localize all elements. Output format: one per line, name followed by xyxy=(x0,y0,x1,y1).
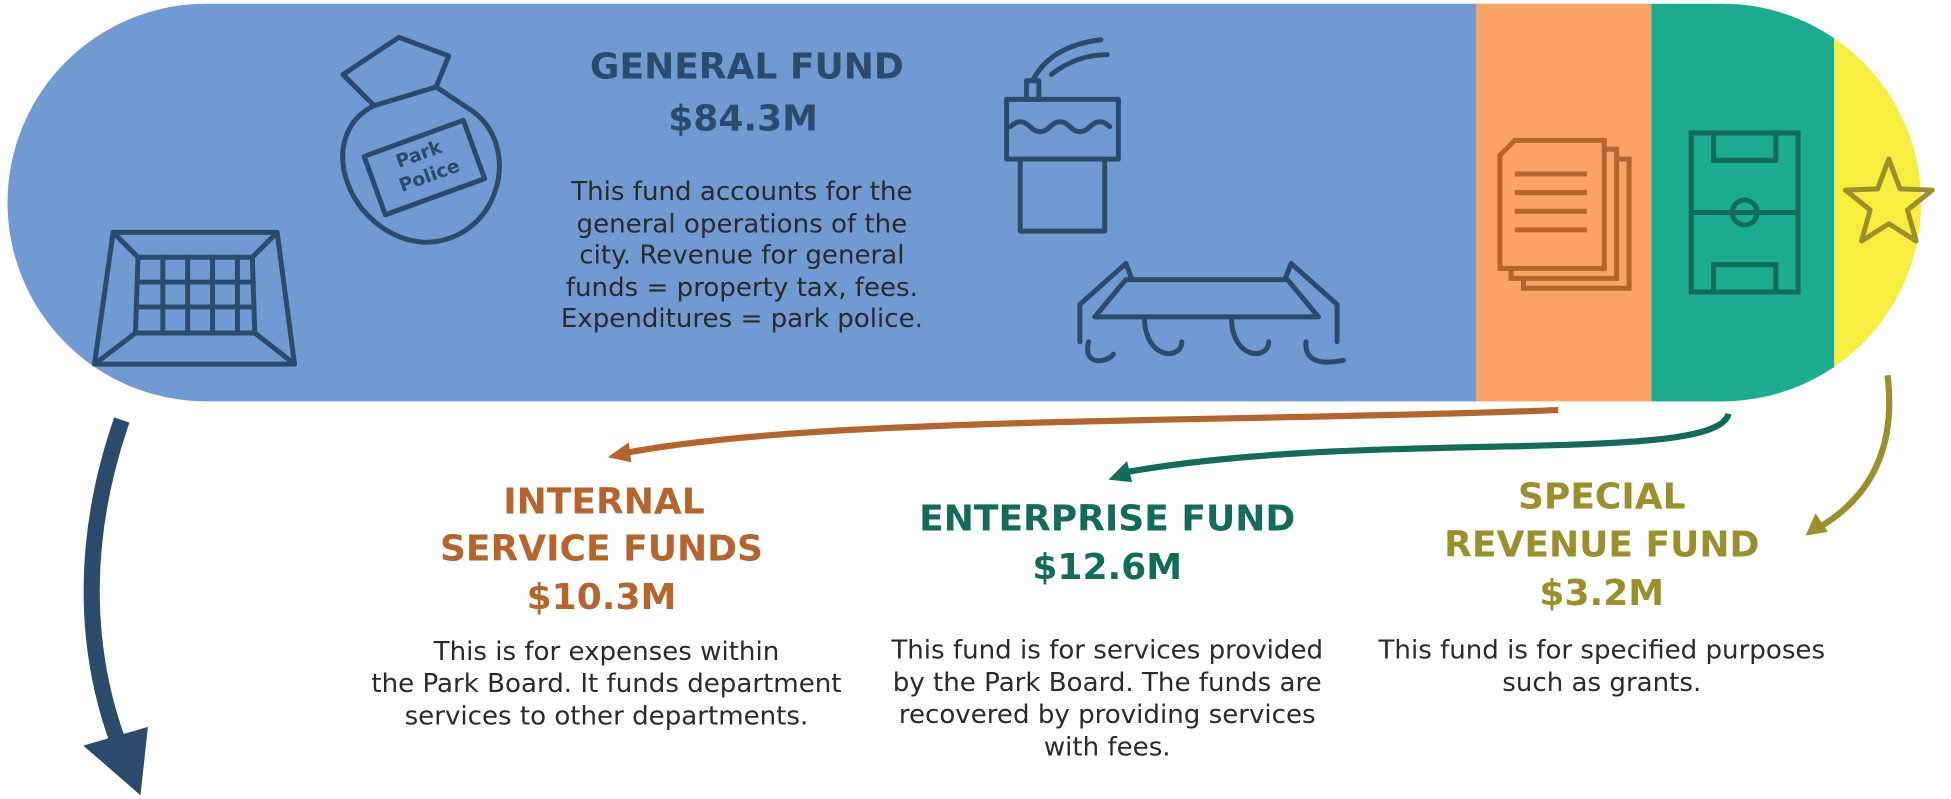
internal-arrowhead xyxy=(607,442,632,463)
internal-arrow xyxy=(621,406,1559,457)
fund-title: REVENUE FUND xyxy=(1444,525,1759,566)
fund-title: ENTERPRISE FUND xyxy=(919,499,1295,540)
fund-amount: $12.6M xyxy=(1032,547,1182,588)
fund-title: INTERNAL xyxy=(503,481,704,522)
fund-description: funds = property tax, fees. xyxy=(566,273,918,303)
general-arrowhead xyxy=(83,726,148,796)
fund-description: services to other departments. xyxy=(405,701,809,731)
fund-amount: $10.3M xyxy=(527,577,677,618)
fund-description: This fund accounts for the xyxy=(570,177,912,207)
special-segment xyxy=(1834,3,1922,402)
fund-title: GENERAL FUND xyxy=(590,46,904,87)
fund-description: the Park Board. It funds department xyxy=(371,669,841,699)
fountain-icon xyxy=(1004,37,1121,234)
picnic-table-icon xyxy=(1077,260,1346,365)
soccer-goal-icon xyxy=(92,229,298,367)
fund-description: recovered by providing services xyxy=(899,700,1316,730)
fund-title: SPECIAL xyxy=(1518,476,1686,517)
fund-description: This fund is for services provided xyxy=(890,636,1323,666)
enterprise-segment xyxy=(1651,3,1835,402)
fund-description: with fees. xyxy=(1044,733,1171,763)
enterprise-arrow xyxy=(1125,412,1732,476)
enterprise-arrowhead xyxy=(1108,461,1133,483)
fund-description: such as grants. xyxy=(1502,668,1701,698)
fund-description: city. Revenue for general xyxy=(579,240,904,270)
special-arrowhead xyxy=(1805,513,1828,536)
fund-description: This fund is for specified purposes xyxy=(1378,636,1826,666)
soccer-field-icon xyxy=(1688,130,1801,295)
fund-description: This is for expenses within xyxy=(433,637,780,667)
general-arrow xyxy=(83,417,130,749)
fund-description: general operations of the xyxy=(577,209,908,239)
fund-title: SERVICE FUNDS xyxy=(440,528,763,569)
fund-description: Expenditures = park police. xyxy=(561,304,923,334)
star-icon xyxy=(1842,156,1935,244)
fund-description: by the Park Board. The funds are xyxy=(893,668,1322,698)
fund-amount: $3.2M xyxy=(1539,573,1664,614)
documents-icon xyxy=(1497,137,1632,291)
special-arrow xyxy=(1816,374,1893,531)
fund-amount: $84.3M xyxy=(668,99,818,140)
